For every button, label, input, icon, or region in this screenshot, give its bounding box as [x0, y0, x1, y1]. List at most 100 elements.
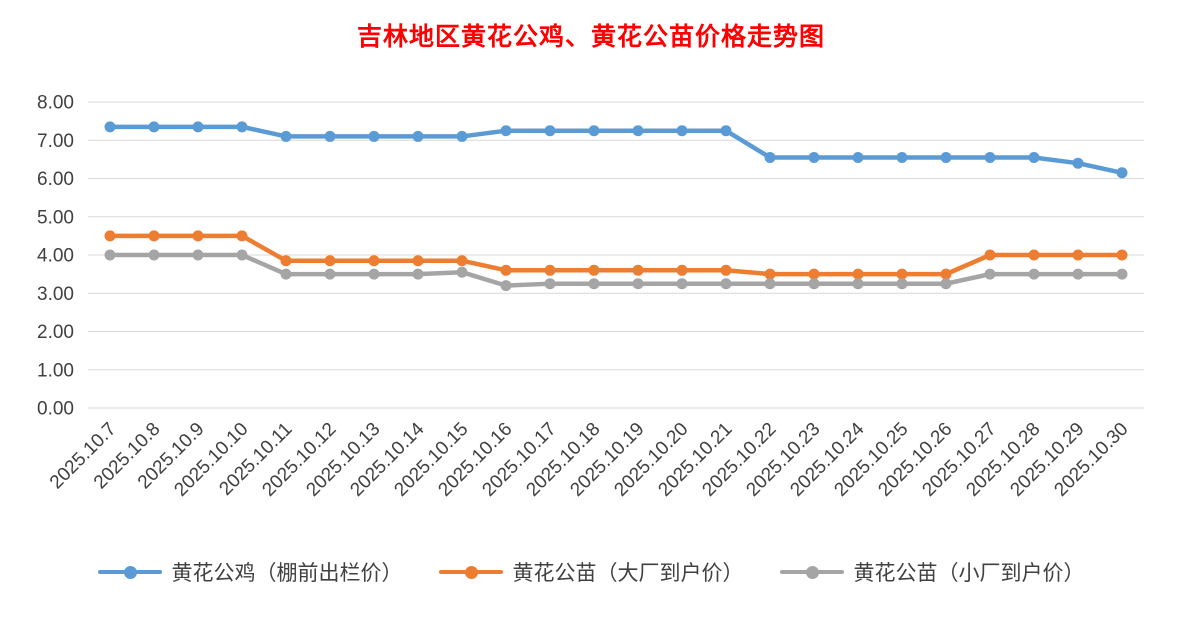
data-point-marker	[324, 130, 336, 142]
data-point-marker	[808, 151, 820, 163]
legend-label: 黄花公苗（小厂到户价）	[853, 561, 1085, 585]
data-point-marker	[500, 125, 512, 137]
data-point-marker	[940, 268, 952, 280]
data-point-marker	[412, 255, 424, 267]
data-point-marker	[852, 268, 864, 280]
series-line	[107, 233, 1125, 277]
series-line	[107, 124, 1125, 176]
legend-dot-shape	[464, 566, 478, 579]
series-2	[104, 249, 1128, 292]
data-point-marker	[764, 151, 776, 163]
data-point-marker	[104, 230, 116, 242]
data-point-marker	[1116, 249, 1128, 261]
series-1	[104, 230, 1128, 280]
legend-item-series-2: 黄花公苗（小厂到户价）	[779, 557, 1085, 587]
data-point-marker	[368, 255, 380, 267]
legend-item-series-0: 黄花公鸡（棚前出栏价）	[97, 557, 403, 587]
data-point-marker	[632, 125, 644, 137]
data-point-marker	[1072, 157, 1084, 169]
data-point-marker	[1072, 268, 1084, 280]
legend-line-dot-marker	[779, 565, 844, 579]
data-point-marker	[588, 125, 600, 137]
data-point-marker	[1116, 268, 1128, 280]
data-point-marker	[1028, 249, 1040, 261]
data-point-marker	[984, 249, 996, 261]
data-point-marker	[324, 268, 336, 280]
data-point-marker	[192, 230, 204, 242]
data-point-marker	[764, 278, 776, 290]
data-point-marker	[148, 230, 160, 242]
data-point-marker	[632, 264, 644, 276]
data-point-marker	[720, 264, 732, 276]
legend-line-dot-marker	[97, 565, 162, 579]
data-point-marker	[544, 264, 556, 276]
data-point-marker	[104, 249, 116, 261]
data-point-marker	[808, 268, 820, 280]
legend-line-dot-marker	[438, 565, 503, 579]
legend-label: 黄花公鸡（棚前出栏价）	[171, 561, 403, 585]
data-point-marker	[896, 268, 908, 280]
data-point-marker	[368, 130, 380, 142]
data-point-marker	[236, 121, 248, 133]
legend-dot-shape	[805, 566, 819, 579]
data-point-marker	[544, 125, 556, 137]
data-point-marker	[1072, 249, 1084, 261]
plot-area: 0.00 1.00 2.00 3.00 4.00 5.00 6.00 7.00 8.00 2025…	[37, 93, 1144, 501]
data-point-marker	[456, 130, 468, 142]
y-tick-label: 0.00	[37, 399, 74, 420]
data-point-marker	[280, 255, 292, 267]
data-point-marker	[456, 266, 468, 278]
data-point-marker	[236, 230, 248, 242]
data-point-marker	[588, 264, 600, 276]
y-tick-label: 5.00	[37, 207, 74, 228]
data-point-marker	[280, 268, 292, 280]
y-tick-label: 8.00	[37, 93, 74, 114]
y-tick-label: 7.00	[37, 131, 74, 152]
data-point-marker	[1028, 268, 1040, 280]
data-point-marker	[456, 255, 468, 267]
data-point-marker	[588, 278, 600, 290]
data-point-marker	[940, 278, 952, 290]
data-point-marker	[852, 151, 864, 163]
gridlines	[88, 101, 1144, 409]
y-tick-label: 2.00	[37, 322, 74, 343]
data-point-marker	[148, 249, 160, 261]
data-point-marker	[412, 130, 424, 142]
data-point-marker	[984, 268, 996, 280]
data-point-marker	[192, 249, 204, 261]
data-point-marker	[1028, 151, 1040, 163]
data-point-marker	[236, 249, 248, 261]
data-point-marker	[1116, 167, 1128, 179]
series-0	[104, 121, 1128, 179]
data-point-marker	[500, 264, 512, 276]
data-point-marker	[940, 151, 952, 163]
legend-dot-shape	[123, 566, 137, 579]
data-point-marker	[720, 125, 732, 137]
data-point-marker	[896, 151, 908, 163]
data-point-marker	[632, 278, 644, 290]
legend-item-series-1: 黄花公苗（大厂到户价）	[438, 557, 744, 587]
data-point-marker	[500, 280, 512, 292]
data-point-marker	[544, 278, 556, 290]
data-point-marker	[324, 255, 336, 267]
data-point-marker	[764, 268, 776, 280]
data-point-marker	[412, 268, 424, 280]
data-point-marker	[104, 121, 116, 133]
data-point-marker	[148, 121, 160, 133]
data-point-marker	[896, 278, 908, 290]
x-axis-tick-labels: 2025.10.72025.10.82025.10.92025.10.10202…	[46, 418, 1133, 500]
data-point-marker	[676, 125, 688, 137]
data-point-marker	[280, 130, 292, 142]
chart-legend: 黄花公鸡（棚前出栏价） 黄花公苗（大厂到户价） 黄花公苗（小厂到户价）	[0, 552, 1182, 592]
data-point-marker	[676, 264, 688, 276]
data-point-marker	[720, 278, 732, 290]
data-point-marker	[368, 268, 380, 280]
data-point-marker	[852, 278, 864, 290]
data-point-marker	[192, 121, 204, 133]
series-line	[107, 252, 1125, 288]
legend-label: 黄花公苗（大厂到户价）	[512, 561, 744, 585]
data-point-marker	[808, 278, 820, 290]
y-axis-tick-labels: 0.00 1.00 2.00 3.00 4.00 5.00 6.00 7.00 8.00	[37, 93, 74, 420]
data-point-marker	[984, 151, 996, 163]
